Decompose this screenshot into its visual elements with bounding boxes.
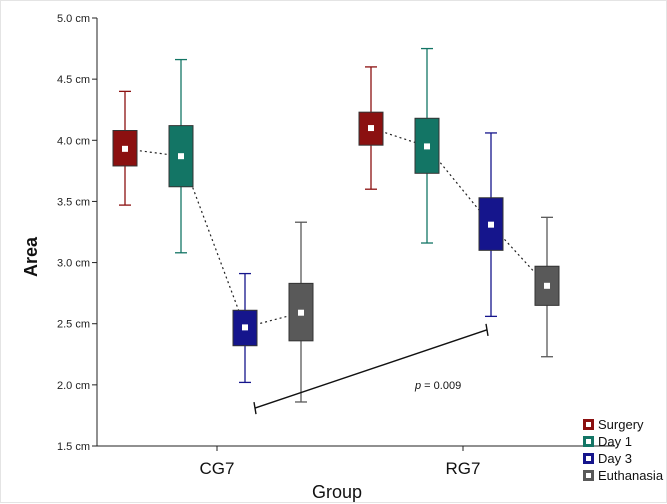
median-marker bbox=[178, 153, 184, 160]
trend-lines bbox=[124, 127, 548, 329]
significance-bracket-line bbox=[254, 329, 488, 409]
box-surgery-rg7 bbox=[358, 66, 384, 190]
significance-bracket-end bbox=[253, 401, 257, 415]
y-tick-label: 2.5 cm bbox=[57, 319, 90, 331]
median-marker bbox=[242, 324, 248, 331]
legend-label: Euthanasia bbox=[598, 468, 664, 483]
y-tick-label: 3.5 cm bbox=[57, 196, 90, 208]
y-tick-label: 3.0 cm bbox=[57, 258, 90, 270]
median-marker bbox=[122, 145, 128, 152]
box-euthanasia-cg7 bbox=[288, 221, 314, 403]
y-tick-label: 5.0 cm bbox=[57, 13, 90, 25]
median-marker bbox=[424, 143, 430, 150]
box-body bbox=[288, 282, 314, 342]
legend-label: Day 3 bbox=[598, 451, 632, 466]
box-day-1-rg7 bbox=[414, 47, 440, 244]
axes bbox=[96, 18, 615, 447]
legend-item-surgery: Surgery bbox=[583, 417, 644, 432]
box-day-3-rg7 bbox=[478, 132, 504, 318]
median-marker bbox=[544, 282, 550, 289]
legend-swatch-center bbox=[586, 439, 591, 444]
legend-swatch-center bbox=[586, 422, 591, 427]
annotations: p = 0.009 bbox=[253, 323, 489, 415]
y-tick-label: 2.0 cm bbox=[57, 380, 90, 392]
median-marker bbox=[298, 309, 304, 316]
y-tick-label: 4.0 cm bbox=[57, 135, 90, 147]
box-surgery-cg7 bbox=[112, 90, 138, 206]
y-tick-label: 4.5 cm bbox=[57, 74, 90, 86]
median-marker bbox=[368, 125, 374, 132]
legend: Surgery Day 1 Day 3 Euthanasia bbox=[583, 417, 664, 483]
y-axis-title: Area bbox=[21, 236, 41, 277]
box-euthanasia-rg7 bbox=[534, 216, 560, 358]
median-marker bbox=[488, 221, 494, 228]
x-tick-label: CG7 bbox=[200, 459, 235, 478]
box-day-1-cg7 bbox=[168, 58, 194, 254]
significance-bracket-end bbox=[485, 323, 489, 336]
legend-label: Surgery bbox=[598, 417, 644, 432]
legend-swatch-center bbox=[586, 456, 591, 461]
x-axis-labels: CG7 RG7 bbox=[200, 446, 481, 478]
median-trend-line bbox=[370, 127, 548, 287]
y-axis-ticks: 1.5 cm 2.0 cm 2.5 cm 3.0 cm 3.5 cm 4.0 cm 4.5 … bbox=[57, 13, 97, 453]
legend-swatch-center bbox=[586, 473, 591, 478]
p-value-label: p = 0.009 bbox=[414, 380, 461, 392]
legend-item-euthanasia: Euthanasia bbox=[583, 468, 664, 483]
boxes bbox=[112, 47, 560, 403]
median-trend-line bbox=[124, 148, 302, 329]
legend-item-day-1: Day 1 bbox=[583, 434, 632, 449]
legend-item-day-3: Day 3 bbox=[583, 451, 632, 466]
x-axis-title: Group bbox=[312, 482, 362, 502]
y-tick-label: 1.5 cm bbox=[57, 441, 90, 453]
box-body bbox=[534, 265, 560, 306]
x-tick-label: RG7 bbox=[446, 459, 481, 478]
legend-label: Day 1 bbox=[598, 434, 632, 449]
box-day-3-cg7 bbox=[232, 272, 258, 384]
